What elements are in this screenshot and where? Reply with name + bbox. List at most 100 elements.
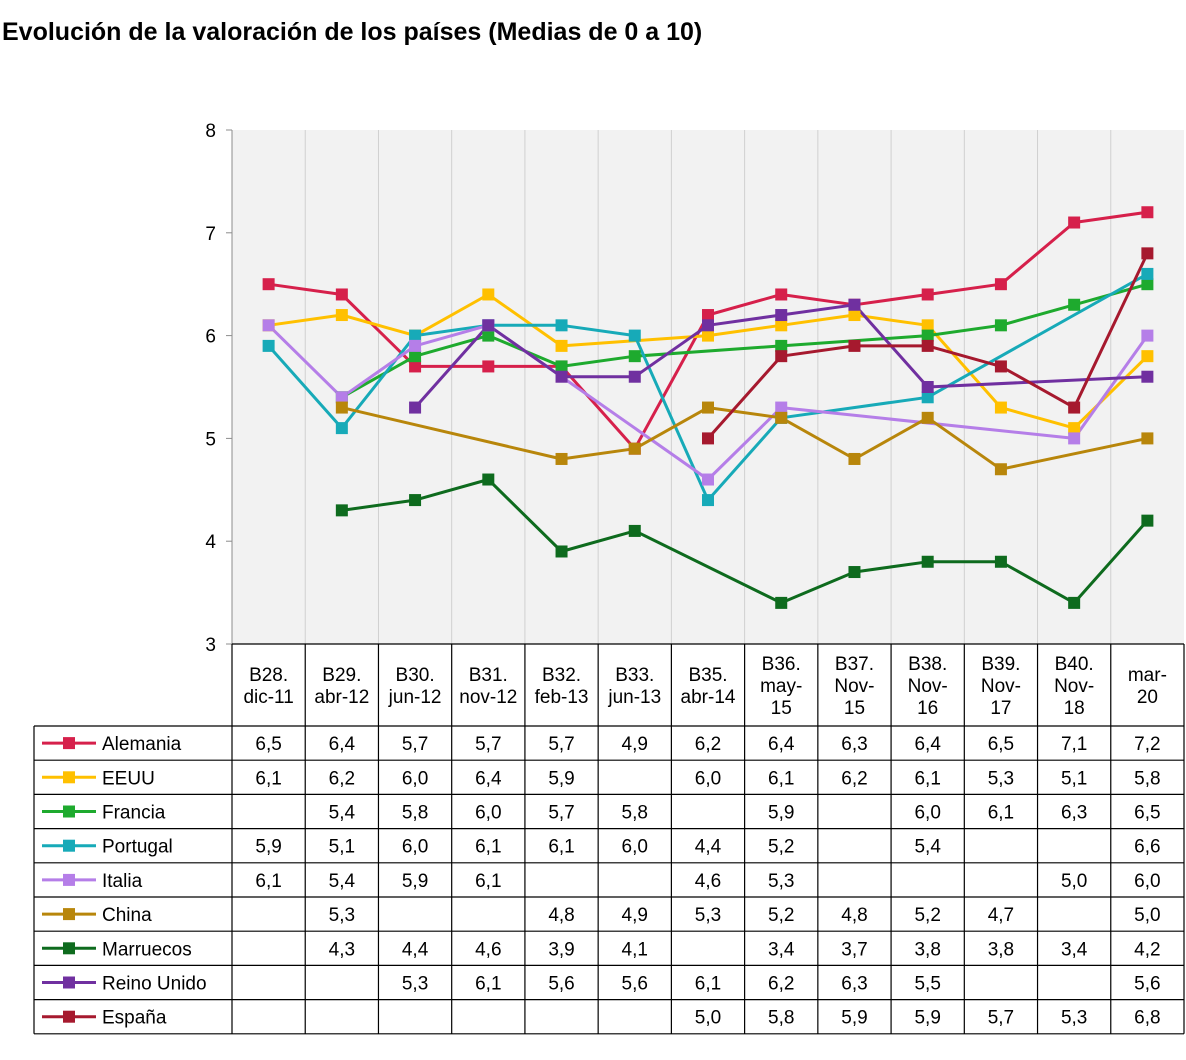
category-label: B35.: [688, 665, 727, 686]
category-label: may-: [760, 676, 802, 697]
table-cell-value: 6,6: [1134, 837, 1160, 858]
data-point: [848, 339, 861, 352]
data-point: [482, 329, 495, 342]
table-cell-value: 6,1: [914, 768, 940, 789]
table-cell-value: 6,3: [1061, 803, 1087, 824]
table-cell-value: 6,5: [255, 734, 281, 755]
data-point: [482, 288, 495, 301]
table-cell-value: 4,3: [329, 939, 355, 960]
category-label: B33.: [615, 665, 654, 686]
data-point: [921, 288, 934, 301]
table-cell-value: 6,5: [988, 734, 1014, 755]
data-point: [482, 473, 495, 486]
legend-label: Portugal: [102, 837, 173, 858]
data-point: [335, 391, 348, 404]
data-point: [1141, 206, 1154, 219]
data-point: [335, 504, 348, 517]
data-point: [335, 288, 348, 301]
data-point: [1068, 298, 1081, 311]
legend-label: España: [102, 1008, 167, 1029]
table-cell-value: 5,7: [402, 734, 428, 755]
category-label: B32.: [542, 665, 581, 686]
legend-label: Francia: [102, 803, 166, 824]
data-point: [702, 319, 714, 332]
category-label: B40.: [1055, 654, 1094, 675]
category-label: B28.: [249, 665, 288, 686]
data-point: [702, 329, 714, 342]
table-cell-value: 5,9: [914, 1008, 940, 1029]
table-cell-value: 4,1: [622, 939, 648, 960]
data-point: [628, 524, 641, 537]
category-label: 15: [771, 698, 792, 719]
data-point: [262, 339, 275, 352]
table-cell-value: 6,0: [402, 768, 428, 789]
data-point: [775, 288, 788, 301]
table-cell-value: 6,4: [475, 768, 502, 789]
category-label: B37.: [835, 654, 874, 675]
table-cell-value: 4,8: [548, 905, 574, 926]
data-point: [555, 339, 568, 352]
table-cell-value: 5,0: [695, 1008, 721, 1029]
data-point: [482, 319, 495, 332]
table-cell-value: 5,0: [1061, 871, 1087, 892]
data-point: [628, 329, 641, 342]
data-point: [775, 596, 788, 609]
data-point: [555, 545, 568, 558]
table-cell-value: 6,1: [695, 974, 721, 995]
data-point: [775, 411, 788, 424]
data-point: [555, 319, 568, 332]
table-cell-value: 5,8: [622, 803, 648, 824]
data-point: [409, 360, 422, 373]
data-point: [1141, 350, 1154, 363]
table-cell-value: 5,8: [768, 1008, 794, 1029]
legend-label: Marruecos: [102, 939, 192, 960]
legend-marker: [63, 805, 75, 818]
table-cell-value: 5,4: [329, 871, 356, 892]
series-line: [268, 293, 1149, 430]
table-cell-value: 5,1: [1061, 768, 1087, 789]
data-point: [994, 555, 1007, 568]
table-cell-value: 6,2: [695, 734, 721, 755]
table-cell-value: 6,1: [548, 837, 574, 858]
table-cell-value: 5,6: [1134, 974, 1160, 995]
data-point: [628, 370, 641, 383]
data-point: [702, 473, 714, 486]
table-cell-value: 3,8: [914, 939, 940, 960]
data-table: B28.dic-11 B29.abr-12 B30.jun-12 B31.nov-12…: [33, 643, 1185, 1035]
table-cell-value: 6,8: [1134, 1008, 1160, 1029]
data-point: [1141, 267, 1154, 280]
data-point: [628, 442, 641, 455]
y-tick-label: 5: [205, 429, 216, 450]
data-point: [1141, 370, 1154, 383]
data-point: [775, 401, 788, 414]
table-cell-value: 5,3: [695, 905, 721, 926]
category-label: jun-12: [388, 687, 442, 708]
data-point: [335, 309, 348, 322]
table-cell-value: 5,9: [841, 1008, 867, 1029]
data-point: [1141, 432, 1154, 445]
table-cell-value: 6,1: [988, 803, 1014, 824]
legend-marker: [63, 771, 75, 784]
table-cell-value: 4,9: [622, 734, 648, 755]
data-point: [848, 452, 861, 465]
data-point: [848, 309, 861, 322]
data-point: [1141, 278, 1154, 291]
data-point: [775, 319, 788, 332]
data-point: [1068, 216, 1081, 229]
table-cell-value: 6,3: [841, 734, 867, 755]
data-point: [921, 319, 934, 332]
y-tick-label: 7: [205, 224, 216, 245]
data-point: [775, 309, 788, 322]
table-cell-value: 4,4: [695, 837, 722, 858]
table-cell-value: 6,0: [402, 837, 428, 858]
table-cell-value: 5,3: [329, 905, 355, 926]
table-cell-value: 5,1: [329, 837, 355, 858]
table-cell-value: 4,7: [988, 905, 1014, 926]
data-point: [628, 350, 641, 363]
data-point: [409, 350, 422, 363]
legend-marker: [63, 1010, 75, 1023]
data-point: [775, 339, 788, 352]
table-cell-value: 4,2: [1134, 939, 1160, 960]
data-point: [921, 339, 934, 352]
